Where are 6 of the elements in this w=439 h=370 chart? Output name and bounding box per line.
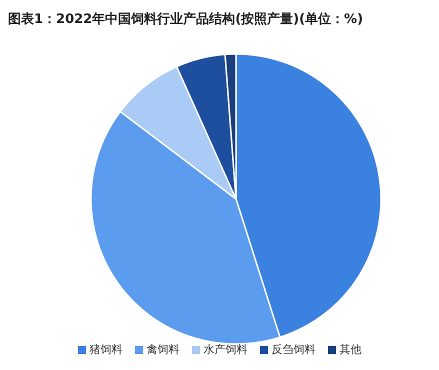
legend-label: 水产饲料	[204, 342, 248, 357]
chart-title: 图表1：2022年中国饲料行业产品结构(按照产量)(单位：%)	[8, 10, 364, 28]
legend-label: 禽饲料	[146, 342, 180, 357]
legend-label: 其他	[340, 342, 362, 357]
legend-label: 猪饲料	[90, 342, 122, 357]
legend-label: 反刍饲料	[272, 342, 316, 357]
